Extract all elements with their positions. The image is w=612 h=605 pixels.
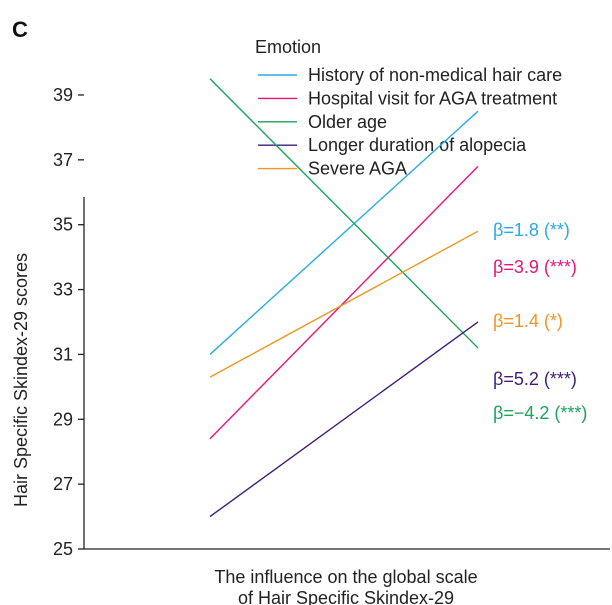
series-line-5 xyxy=(209,230,479,378)
legend-label-3: Older age xyxy=(308,112,387,132)
beta-annotation-2: β=3.9 (***) xyxy=(493,257,577,277)
y-tick-label: 35 xyxy=(53,215,73,235)
y-tick-label: 33 xyxy=(53,280,73,300)
panel-label: C xyxy=(12,17,28,42)
y-tick-label: 29 xyxy=(53,409,73,429)
y-tick-label: 31 xyxy=(53,344,73,364)
legend-title: Emotion xyxy=(255,37,321,57)
beta-annotation-4: β=5.2 (***) xyxy=(493,369,577,389)
legend-label-2: Hospital visit for AGA treatment xyxy=(308,88,557,108)
series-line-4 xyxy=(209,321,479,518)
y-tick-label: 37 xyxy=(53,150,73,170)
y-axis: 25 27 29 31 33 35 37 39 xyxy=(53,85,85,559)
beta-annotations: β=1.8 (**) β=3.9 (***) β=1.4 (*) β=5.2 (***… xyxy=(493,220,587,423)
beta-annotation-3: β=−4.2 (***) xyxy=(493,403,587,423)
beta-annotation-1: β=1.8 (**) xyxy=(493,220,570,240)
series-line-1 xyxy=(209,110,479,355)
y-tick-label: 39 xyxy=(53,85,73,105)
series-line-2 xyxy=(209,165,479,440)
legend-label-1: History of non-medical hair care xyxy=(308,65,562,85)
series-line-3 xyxy=(209,78,479,349)
x-axis-label-line-1: The influence on the global scale xyxy=(214,567,477,587)
plot-area xyxy=(209,78,479,518)
y-axis-label: Hair Specific Skindex-29 scores xyxy=(11,253,31,507)
legend: History of non-medical hair care Hospital… xyxy=(258,65,562,179)
beta-annotation-5: β=1.4 (*) xyxy=(493,311,563,331)
y-tick-label: 25 xyxy=(53,539,73,559)
y-tick-label: 27 xyxy=(53,474,73,494)
legend-label-4: Longer duration of alopecia xyxy=(308,135,527,155)
legend-label-5: Severe AGA xyxy=(308,159,407,179)
x-axis-label-line-2: of Hair Specific Skindex-29 xyxy=(238,588,454,605)
